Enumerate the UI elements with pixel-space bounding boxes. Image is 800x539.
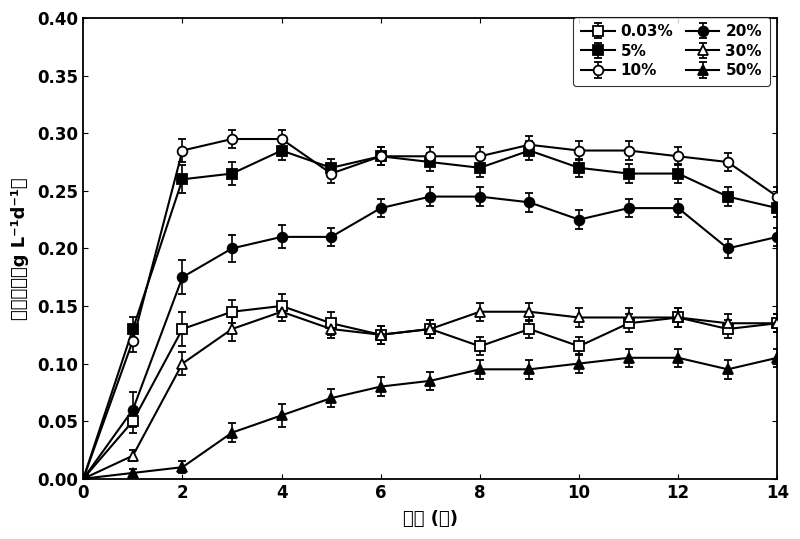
- Legend: 0.03%, 5%, 10%, 20%, 30%, 50%: 0.03%, 5%, 10%, 20%, 30%, 50%: [574, 17, 770, 86]
- X-axis label: 时间 (天): 时间 (天): [403, 510, 458, 528]
- Y-axis label: 固碗速率（g L⁻¹d⁻¹）: 固碗速率（g L⁻¹d⁻¹）: [11, 177, 29, 320]
